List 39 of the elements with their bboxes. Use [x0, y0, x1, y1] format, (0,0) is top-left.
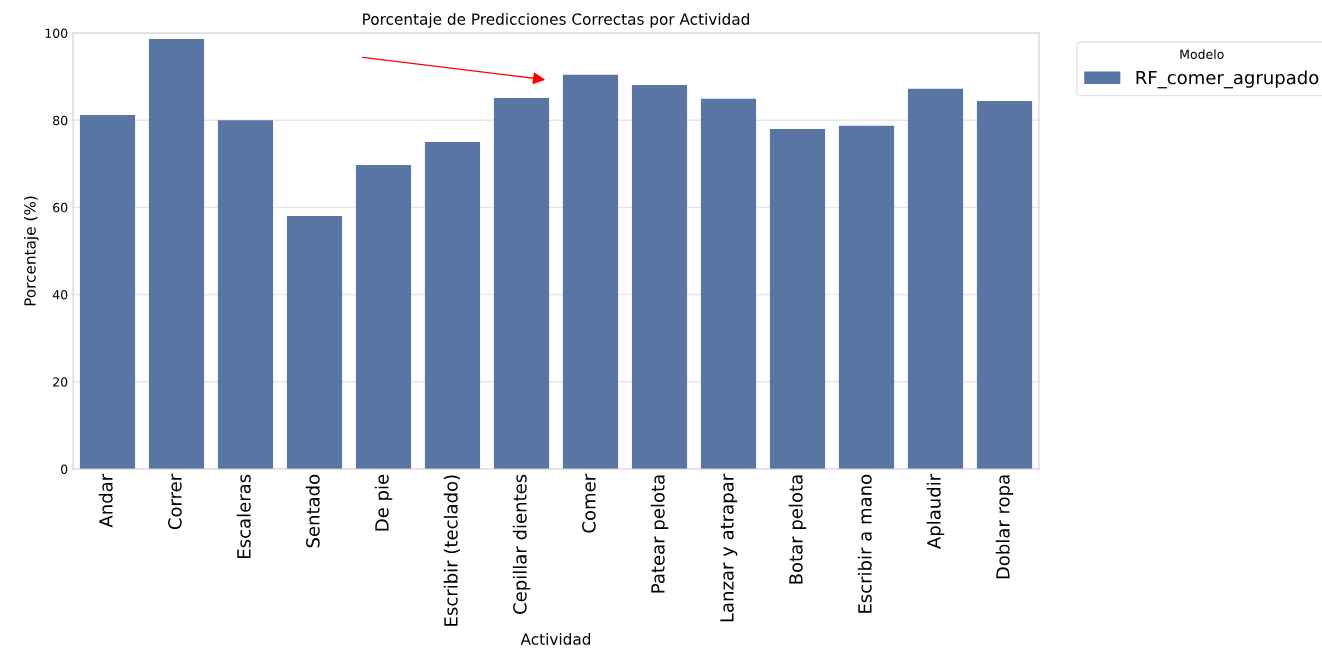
bar: [700, 98, 757, 469]
x-tick-label: Aplaudir: [926, 473, 945, 549]
bar: [562, 74, 619, 469]
y-tick-label: 40: [52, 290, 68, 300]
bar: [355, 165, 412, 469]
x-tick-label: Patear pelota: [650, 475, 669, 593]
bar: [769, 128, 826, 469]
bar: [148, 39, 205, 469]
y-tick-label: 100: [45, 28, 68, 38]
x-tick-label: Andar: [98, 473, 113, 528]
x-tick-label: Doblar ropa: [995, 475, 1014, 579]
x-tick-label: Comer: [582, 473, 596, 533]
x-tick-label: De pie: [374, 474, 393, 531]
x-tick-label: Lanzar y atrapar: [720, 473, 738, 622]
bar: [286, 216, 343, 469]
bar: [631, 84, 688, 469]
chart-title: Porcentaje de Predicciones Correctas por Actividad: [363, 13, 749, 28]
x-tick-label: Escaleras: [236, 474, 251, 558]
bar: [217, 120, 274, 469]
bar: [838, 125, 895, 469]
legend-title: Modelo: [1180, 49, 1224, 59]
bar: [79, 114, 136, 469]
y-axis-title: Porcentaje (%): [23, 196, 39, 306]
x-tick-label: Botar pelota: [788, 475, 807, 584]
bar: [493, 97, 550, 469]
x-tick-label: Escribir a mano: [857, 474, 872, 613]
x-axis-title: Actividad: [520, 633, 591, 645]
x-tick-label: Cepillar dientes: [512, 474, 531, 614]
x-tick-label: Sentado: [305, 474, 320, 548]
y-tick-label: 80: [53, 115, 68, 126]
x-tick-label: Correr: [168, 473, 182, 530]
bar: [424, 142, 481, 469]
y-tick-label: 60: [53, 202, 68, 213]
legend-label: RF_comer_agrupado: [1136, 70, 1319, 89]
x-tick-label: Escribir (teclado): [443, 475, 460, 626]
bar: [976, 101, 1033, 469]
y-tick-label: 0: [61, 464, 68, 474]
y-tick-label: 20: [53, 377, 68, 387]
bar: [907, 88, 964, 469]
